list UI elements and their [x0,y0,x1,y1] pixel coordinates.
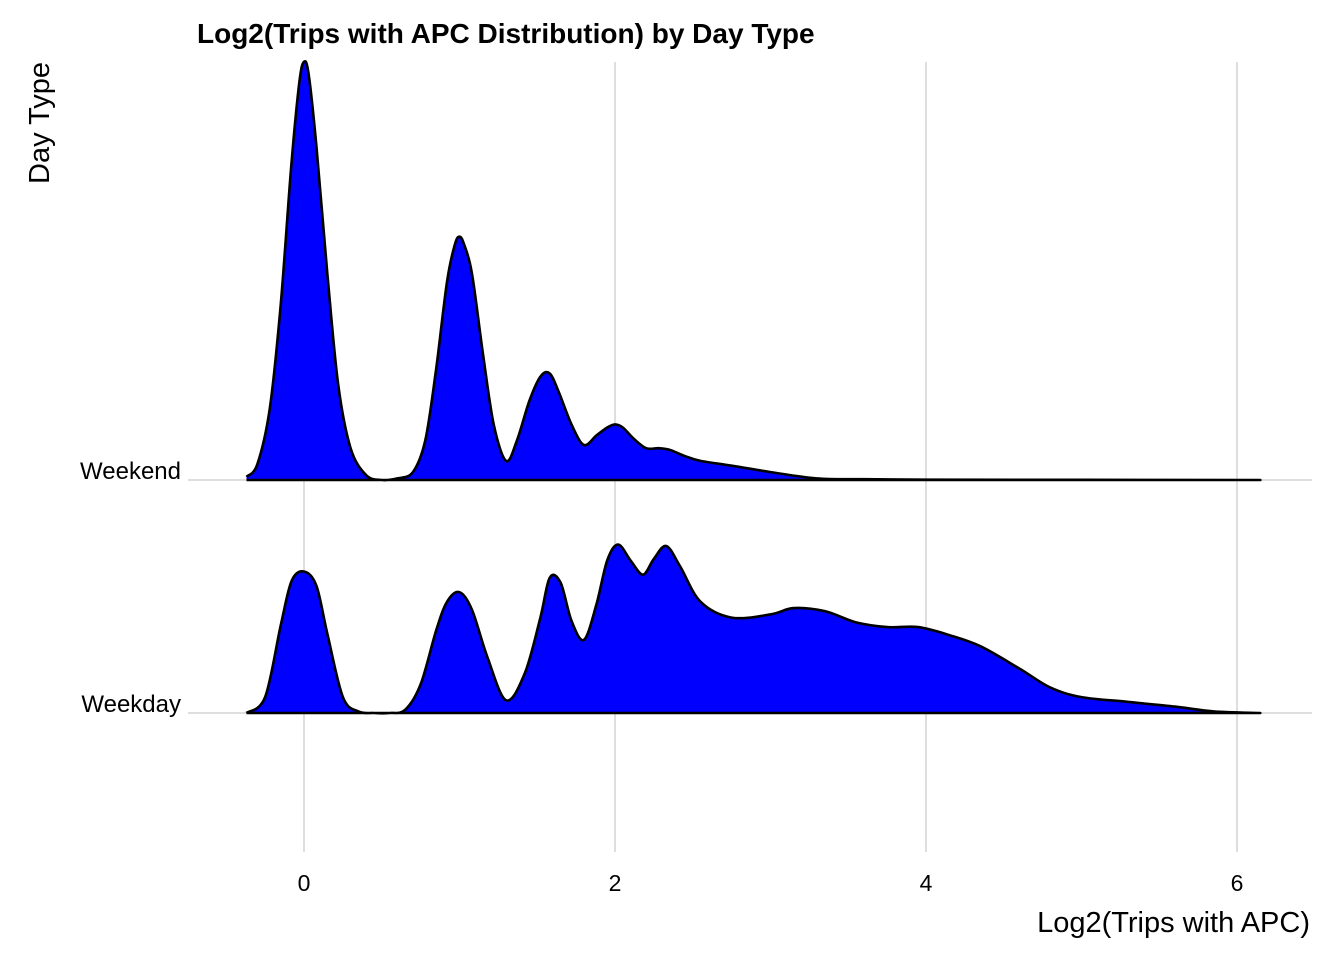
ridge-fill-weekend [246,61,1261,481]
x-axis-title: Log2(Trips with APC) [1037,907,1310,939]
category-label-weekend: Weekend [80,458,181,485]
y-axis-title: Day Type [24,62,56,184]
ridges [245,59,1262,715]
labels: 0 2 4 6 Weekday Weekend [80,458,1243,896]
x-tick-label: 2 [609,870,622,896]
x-tick-label: 4 [920,870,933,896]
ridge-outline-weekend [245,59,1262,482]
chart-title: Log2(Trips with APC Distribution) by Day… [197,18,815,49]
ridge-fill-weekday [246,544,1261,714]
x-tick-label: 0 [298,870,311,896]
category-label-weekday: Weekday [81,691,181,718]
ridge-outline-weekday [245,543,1262,715]
grid-lines [188,62,1312,852]
x-tick-label: 6 [1231,870,1244,896]
